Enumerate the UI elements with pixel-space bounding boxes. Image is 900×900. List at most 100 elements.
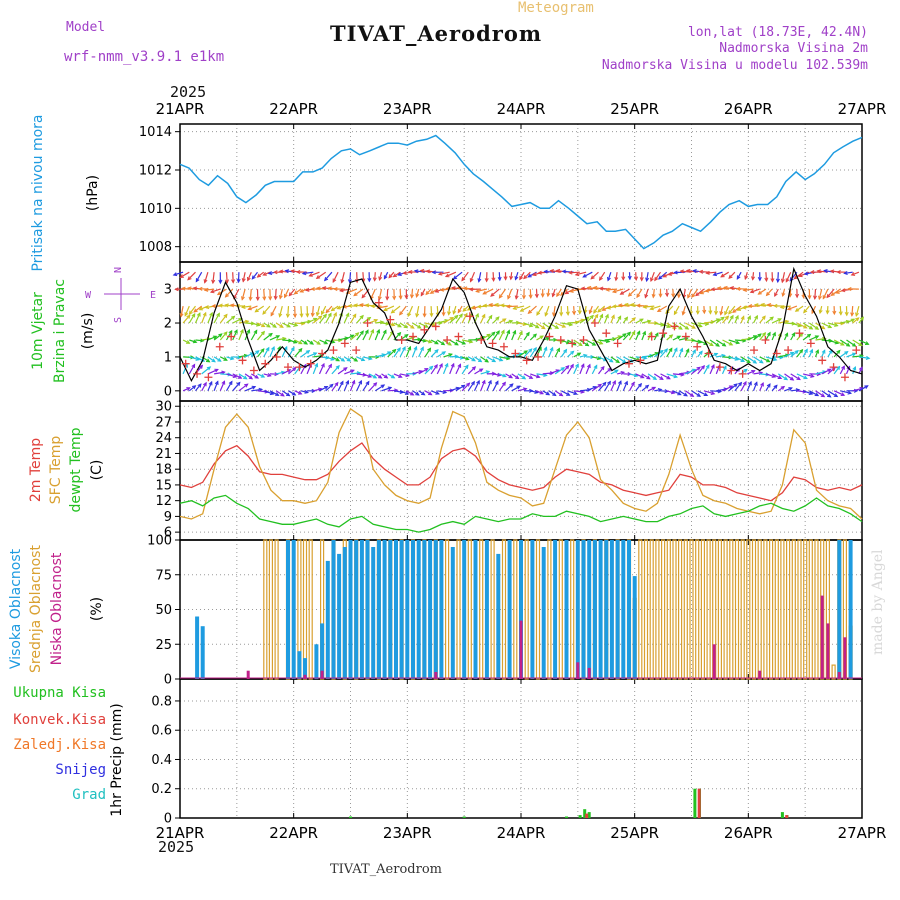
- low-cloud-bar: [843, 637, 847, 679]
- wind-vector: [851, 306, 854, 316]
- wind-vector-head: [303, 340, 309, 345]
- wind-vector-head: [728, 385, 734, 390]
- wind-vector-head: [766, 383, 771, 388]
- mid-cloud-bar: [274, 539, 279, 680]
- wind-vector: [430, 349, 439, 358]
- wind-vector-head: [657, 275, 663, 280]
- wind-vector: [406, 390, 414, 396]
- wind-vector-head: [564, 290, 569, 295]
- wind-vector-head: [644, 384, 650, 389]
- wind-vector: [720, 305, 724, 315]
- wind-vector: [361, 288, 370, 299]
- wind-vector-head: [673, 347, 678, 352]
- wind-vector-head: [364, 329, 369, 334]
- wind-vector: [362, 381, 370, 392]
- wind-vector-head: [637, 382, 642, 388]
- wind-vector: [653, 373, 664, 380]
- wind-vector: [629, 373, 638, 377]
- wind-vector: [213, 313, 220, 324]
- high-cloud-bar: [553, 540, 558, 679]
- wind-vector-head: [761, 332, 767, 337]
- wind-vector-head: [247, 306, 252, 311]
- wind-vector-head: [814, 335, 820, 340]
- wind-vector: [182, 387, 191, 392]
- wind-axis-label: 10m Vjetar: [30, 292, 46, 370]
- wind-vector: [591, 314, 599, 324]
- wind-vector: [383, 305, 395, 311]
- wind-vector-head: [523, 350, 529, 355]
- wind-vector: [790, 332, 796, 341]
- wind-vector: [827, 390, 838, 398]
- wind-vector-head: [747, 315, 751, 320]
- precip-legend-label-4: Grad: [72, 787, 106, 803]
- wind-vector-head: [212, 335, 218, 340]
- wind-vector: [765, 332, 771, 341]
- wind-vector-head: [827, 324, 833, 329]
- wind-vector-head: [592, 285, 598, 290]
- wind-vector: [412, 338, 421, 341]
- wind-vector-head: [714, 310, 719, 316]
- wind-vector-head: [569, 288, 574, 293]
- wind-vector-head: [519, 307, 524, 312]
- wind-vector: [598, 339, 610, 343]
- total-precip-bar: [780, 812, 784, 818]
- high-cloud-bar: [342, 547, 347, 679]
- wind-vector-head: [479, 368, 484, 373]
- wind-vector-head: [484, 278, 489, 283]
- wind-gust-marker: [795, 329, 804, 338]
- wind-vector: [461, 271, 469, 281]
- wind-vector: [822, 288, 829, 299]
- wind-vector: [811, 305, 817, 314]
- wind-ytick-label: 3: [164, 283, 172, 298]
- high-cloud-bar: [627, 540, 631, 679]
- wind-vector-head: [598, 340, 604, 345]
- wind-vector: [530, 390, 538, 394]
- high-cloud-bar: [564, 540, 569, 679]
- wind-gust-marker: [647, 332, 656, 341]
- wind-vector: [449, 387, 460, 392]
- wind-vector-head: [720, 316, 725, 321]
- temperature-ytick-label: 9: [164, 510, 172, 525]
- wind-vector-head: [540, 293, 545, 298]
- wind-vector: [425, 288, 432, 295]
- wind-vector-head: [523, 275, 528, 280]
- wind-vector-head: [359, 330, 364, 335]
- wind-vector: [660, 348, 668, 358]
- wind-vector-head: [554, 325, 560, 329]
- wind-vector-head: [230, 315, 236, 320]
- wind-vector-head: [671, 293, 676, 298]
- wind-vector: [424, 347, 432, 358]
- wind-vector-head: [659, 349, 664, 354]
- wind-vector-head: [218, 333, 223, 338]
- wind-vector: [529, 333, 537, 341]
- mid-cloud-bar: [660, 539, 666, 680]
- wind-vector-head: [358, 379, 362, 385]
- wind-vector: [519, 271, 525, 280]
- wind-vector-head: [838, 311, 843, 316]
- wind-vector-head: [392, 295, 397, 301]
- wind-vector-head: [543, 346, 548, 351]
- wind-vector: [506, 305, 518, 308]
- wind-vector: [343, 380, 349, 392]
- wind-vector: [438, 271, 450, 275]
- wind-vector: [480, 370, 490, 375]
- wind-vector-head: [497, 372, 502, 377]
- wind-vector-head: [462, 307, 467, 312]
- wind-vector: [814, 289, 817, 299]
- wind-vector: [833, 390, 845, 396]
- wind-vector: [780, 305, 791, 309]
- wind-vector-head: [211, 279, 216, 285]
- wind-vector-head: [332, 287, 338, 292]
- wind-vector-head: [316, 340, 321, 345]
- mid-cloud-bar: [746, 539, 751, 680]
- wind-vector: [294, 322, 305, 325]
- wind-vector: [449, 363, 455, 375]
- wind-vector: [331, 365, 340, 375]
- low-cloud-bar: [303, 674, 307, 679]
- wind-vector-head: [649, 306, 654, 311]
- wind-vector: [728, 315, 734, 324]
- wind-vector-head: [575, 363, 579, 368]
- wind-vector-head: [402, 270, 407, 275]
- wind-vector: [523, 271, 531, 279]
- wind-vector-head: [218, 303, 223, 308]
